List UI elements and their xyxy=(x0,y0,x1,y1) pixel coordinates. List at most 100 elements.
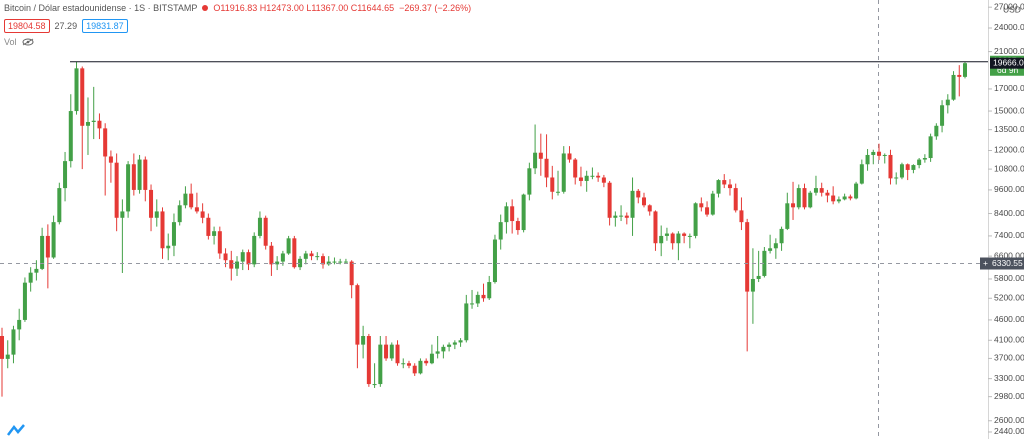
candle-body xyxy=(441,346,446,352)
candle-body xyxy=(544,158,549,178)
candle-body xyxy=(722,180,727,185)
candle-body xyxy=(762,250,767,276)
ask[interactable]: 19831.87 xyxy=(82,19,128,33)
candle-body xyxy=(108,156,113,163)
candle-body xyxy=(366,336,371,385)
candle-body xyxy=(796,188,801,208)
candle-body xyxy=(171,222,176,246)
candle-body xyxy=(418,360,423,374)
candle-body xyxy=(223,253,228,261)
candle-body xyxy=(332,261,337,263)
candle-body xyxy=(613,215,618,218)
candle-body xyxy=(911,165,916,170)
candle-body xyxy=(149,189,154,218)
y-tick-label: 5800.00 xyxy=(994,273,1024,283)
candle-body xyxy=(934,125,939,137)
candle-body xyxy=(727,184,732,189)
candle-body xyxy=(389,344,394,359)
last-price-label: 19666.00 xyxy=(993,57,1024,67)
candle-body xyxy=(773,243,778,249)
candle-body xyxy=(80,68,85,126)
candle-body xyxy=(756,275,761,279)
y-tick-label: 7400.00 xyxy=(994,230,1024,240)
y-tick-label: 21000.00 xyxy=(994,46,1024,56)
candle-body xyxy=(34,268,39,273)
header-row: Bitcoin / Dólar estadounidense · 1S · BI… xyxy=(4,3,471,13)
candle-body xyxy=(607,182,612,218)
candle-body xyxy=(137,159,142,190)
candle-body xyxy=(412,365,417,374)
candle-body xyxy=(103,128,108,157)
candle-body xyxy=(940,105,945,126)
candle-body xyxy=(693,203,698,236)
logo[interactable] xyxy=(6,423,26,437)
candle-body xyxy=(957,74,962,77)
candle-body xyxy=(303,253,308,259)
candle-body xyxy=(716,180,721,194)
candle-body xyxy=(550,177,555,192)
candle-body xyxy=(315,256,320,258)
candle-body xyxy=(842,196,847,200)
candle-body xyxy=(831,195,836,202)
candle-body xyxy=(945,99,950,106)
candle-body xyxy=(504,206,509,223)
candle-body xyxy=(877,151,882,156)
symbol-title: Bitcoin / Dólar estadounidense · 1S · BI… xyxy=(4,3,198,13)
candle-body xyxy=(320,256,326,265)
candle-body xyxy=(624,215,629,218)
plot-background xyxy=(0,0,988,439)
countdown: 6d 9h xyxy=(997,65,1019,75)
candle-body xyxy=(687,235,692,237)
candle-body xyxy=(515,221,520,231)
status-dot xyxy=(202,5,209,11)
candle-body xyxy=(91,120,96,122)
candle-body xyxy=(401,363,406,365)
candle-body xyxy=(217,231,222,254)
candle-body xyxy=(492,239,497,283)
candle-body xyxy=(263,217,268,246)
candle-body xyxy=(229,260,234,269)
candle-body xyxy=(653,211,658,244)
candle-body xyxy=(854,183,859,199)
candle-body xyxy=(825,192,830,196)
candle-body xyxy=(739,210,744,223)
candle-body xyxy=(578,177,583,181)
y-tick-label: 27000.00 xyxy=(994,1,1024,11)
candle-body xyxy=(538,152,543,159)
candle-body xyxy=(28,272,33,283)
candle-body xyxy=(475,294,480,304)
candle-body xyxy=(160,211,165,249)
candle-body xyxy=(286,238,291,254)
candle-body xyxy=(590,175,595,177)
candle-body xyxy=(813,188,818,193)
candle-body xyxy=(0,336,5,359)
candle-body xyxy=(22,282,27,320)
quote-row: 19804.58 27.29 19831.87 xyxy=(4,19,128,33)
candle-body xyxy=(154,211,159,218)
y-tick-label: 4600.00 xyxy=(994,314,1024,324)
candle-body xyxy=(447,344,452,347)
candle-body xyxy=(309,253,314,257)
candle-body xyxy=(470,303,475,305)
candle-body xyxy=(458,340,463,343)
candle-body xyxy=(200,211,205,218)
change: −269.37 (−2.26%) xyxy=(399,3,472,13)
candle-body xyxy=(292,238,297,268)
candle-body xyxy=(785,203,790,229)
candle-body xyxy=(819,188,824,193)
candle-body xyxy=(527,168,532,195)
candle-body xyxy=(378,344,383,385)
candle-body xyxy=(619,215,624,217)
candle-body xyxy=(871,151,876,155)
candle-body xyxy=(865,154,870,165)
last-price-badge xyxy=(990,57,1024,69)
eye-icon[interactable] xyxy=(22,38,34,46)
candle-body xyxy=(567,153,572,160)
bid[interactable]: 19804.58 xyxy=(4,19,50,33)
candle-body xyxy=(206,217,211,236)
candle-body xyxy=(664,233,669,236)
y-tick-label: 15000.00 xyxy=(994,105,1024,115)
candle-body xyxy=(97,120,102,129)
y-tick-label: 10800.00 xyxy=(994,163,1024,173)
